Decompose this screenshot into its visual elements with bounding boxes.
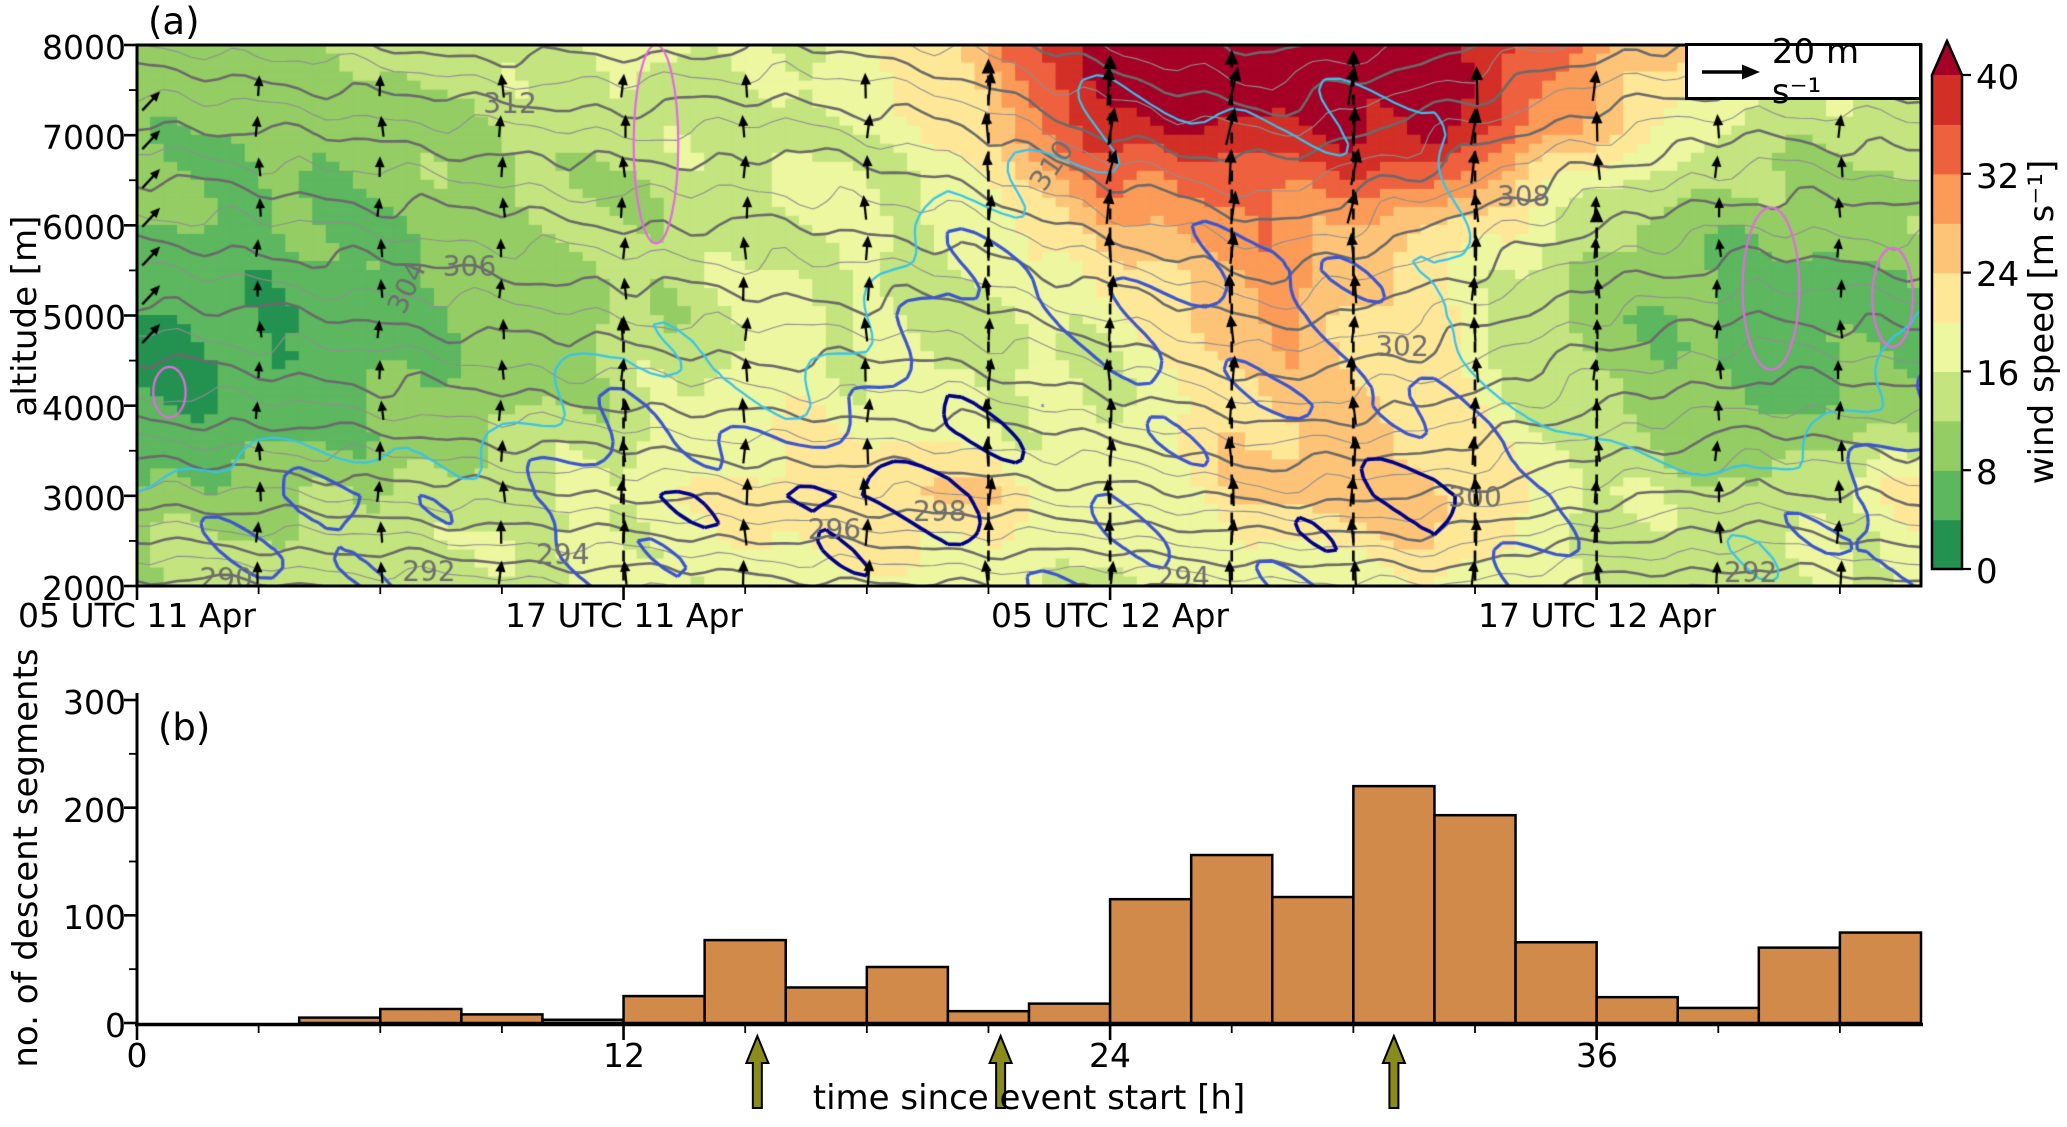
- colorbar-tick-16: 16: [1976, 354, 2020, 394]
- histogram-bar: [703, 938, 787, 1025]
- legend-wind-arrow-icon: [1701, 64, 1760, 79]
- descent-marker-arrow: [1381, 1033, 1407, 1109]
- panel-a-ytick-6000: 6000: [42, 208, 126, 247]
- colorbar-tick-32: 32: [1976, 157, 2020, 197]
- panel-b-xtick-36: 36: [1576, 1036, 1618, 1075]
- colorbar: [1930, 37, 1971, 571]
- panel-a-xtick-12: 17 UTC 11 Apr: [505, 596, 743, 635]
- panel-b-xtick-0: 0: [126, 1036, 148, 1075]
- histogram-bar: [1433, 813, 1517, 1025]
- descent-marker-arrow: [988, 1033, 1014, 1109]
- panel-b-ytick-0: 0: [105, 1006, 126, 1045]
- colorbar-tick-0: 0: [1976, 552, 1998, 592]
- panel-b-xtick-12: 12: [603, 1036, 645, 1075]
- histogram-bar: [1027, 1002, 1112, 1025]
- panel-b-tag: (b): [158, 706, 211, 749]
- panel-a-xtick-0: 05 UTC 11 Apr: [18, 596, 256, 635]
- panel-b-x-axis-title: time since event start [h]: [812, 1078, 1246, 1118]
- histogram-bar: [1189, 853, 1274, 1025]
- colorbar-tick-40: 40: [1976, 58, 2020, 98]
- panel-b-ytick-300: 300: [63, 683, 126, 722]
- panel-a-ytick-2000: 2000: [42, 569, 126, 608]
- panel-a-ytick-4000: 4000: [42, 389, 126, 428]
- histogram-bar: [622, 994, 706, 1025]
- colorbar-title: wind speed [m s⁻¹]: [2022, 159, 2062, 485]
- colorbar-tick-24: 24: [1976, 255, 2020, 295]
- panel-a-ytick-5000: 5000: [42, 298, 126, 337]
- histogram-bar: [1595, 995, 1679, 1025]
- histogram-bar: [1108, 897, 1193, 1025]
- descent-marker-arrows: [744, 1033, 1407, 1109]
- histogram-bar: [1352, 784, 1436, 1025]
- panel-a-xtick-24: 05 UTC 12 Apr: [991, 596, 1229, 635]
- panel-a-tag: (a): [148, 0, 200, 43]
- histogram-bar: [460, 1013, 544, 1025]
- histogram-bar: [865, 965, 950, 1025]
- histogram-bar: [1676, 1006, 1761, 1025]
- histogram-bar: [1838, 931, 1923, 1025]
- panel-a-xtick-36: 17 UTC 12 Apr: [1478, 596, 1716, 635]
- panel-a-ytick-7000: 7000: [42, 118, 126, 157]
- histogram-bar: [541, 1018, 625, 1025]
- panel-a-ticks: [124, 43, 1841, 600]
- panel-b-xtick-24: 24: [1089, 1036, 1131, 1075]
- panel-b-ytick-100: 100: [63, 898, 126, 937]
- histogram-bar: [379, 1007, 463, 1025]
- histogram-bar: [297, 1016, 382, 1025]
- histogram-bars: [297, 784, 1923, 1025]
- histogram-bar: [946, 1009, 1031, 1025]
- panel-b-ytick-200: 200: [63, 791, 126, 830]
- colorbar-tick-8: 8: [1976, 453, 1998, 493]
- histogram-bar: [1757, 946, 1842, 1025]
- panel-a-ytick-3000: 3000: [42, 479, 126, 518]
- histogram-bar: [784, 986, 869, 1025]
- wind-arrow-legend: 20 m s⁻¹: [1685, 32, 1922, 112]
- panel-a-field-canvas: [137, 45, 1921, 586]
- panel-a-frame: [135, 43, 1923, 588]
- legend-wind-arrow-label: 20 m s⁻¹: [1771, 31, 1860, 112]
- panel-a-ytick-8000: 8000: [42, 28, 126, 67]
- histogram-bar: [1514, 941, 1598, 1025]
- panel-b-axes: [124, 693, 1923, 1040]
- histogram-bar: [1271, 895, 1355, 1025]
- descent-marker-arrow: [744, 1033, 770, 1109]
